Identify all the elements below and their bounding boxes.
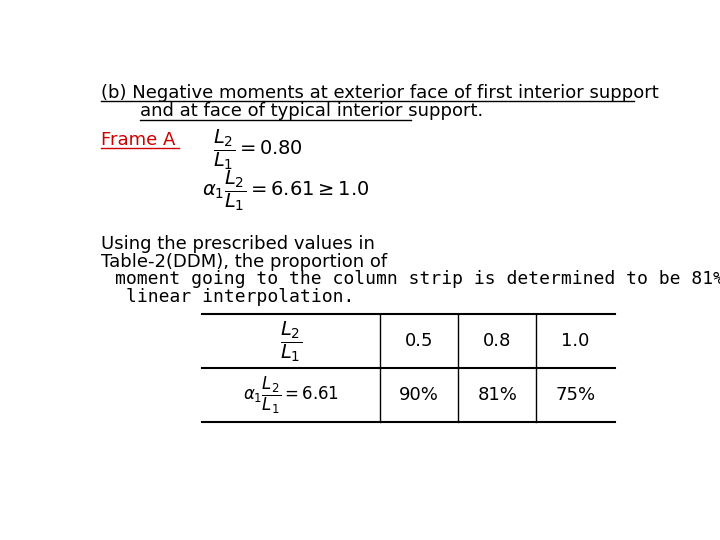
Text: 0.5: 0.5 [405,332,433,350]
Text: Frame A: Frame A [101,131,176,150]
Text: 75%: 75% [555,386,595,404]
Text: moment going to the column strip is determined to be 81% by: moment going to the column strip is dete… [115,270,720,288]
Text: 90%: 90% [400,386,439,404]
Text: 0.8: 0.8 [483,332,511,350]
Text: linear interpolation.: linear interpolation. [126,288,355,306]
Text: 1.0: 1.0 [562,332,590,350]
Text: $\dfrac{L_2}{L_1} = 0.80$: $\dfrac{L_2}{L_1} = 0.80$ [213,127,302,172]
Text: Using the prescribed values in: Using the prescribed values in [101,235,375,253]
Text: Table-2(DDM), the proportion of: Table-2(DDM), the proportion of [101,253,387,271]
Text: $\alpha_1 \dfrac{L_2}{L_1} = 6.61 \geq 1.0$: $\alpha_1 \dfrac{L_2}{L_1} = 6.61 \geq 1… [202,168,369,213]
Text: and at face of typical interior support.: and at face of typical interior support. [140,102,483,120]
Text: $\dfrac{L_2}{L_1}$: $\dfrac{L_2}{L_1}$ [280,319,302,363]
Text: 81%: 81% [477,386,517,404]
Text: $\alpha_1 \dfrac{L_2}{L_1} = 6.61$: $\alpha_1 \dfrac{L_2}{L_1} = 6.61$ [243,375,339,416]
Text: (b) Negative moments at exterior face of first interior support: (b) Negative moments at exterior face of… [101,84,659,102]
